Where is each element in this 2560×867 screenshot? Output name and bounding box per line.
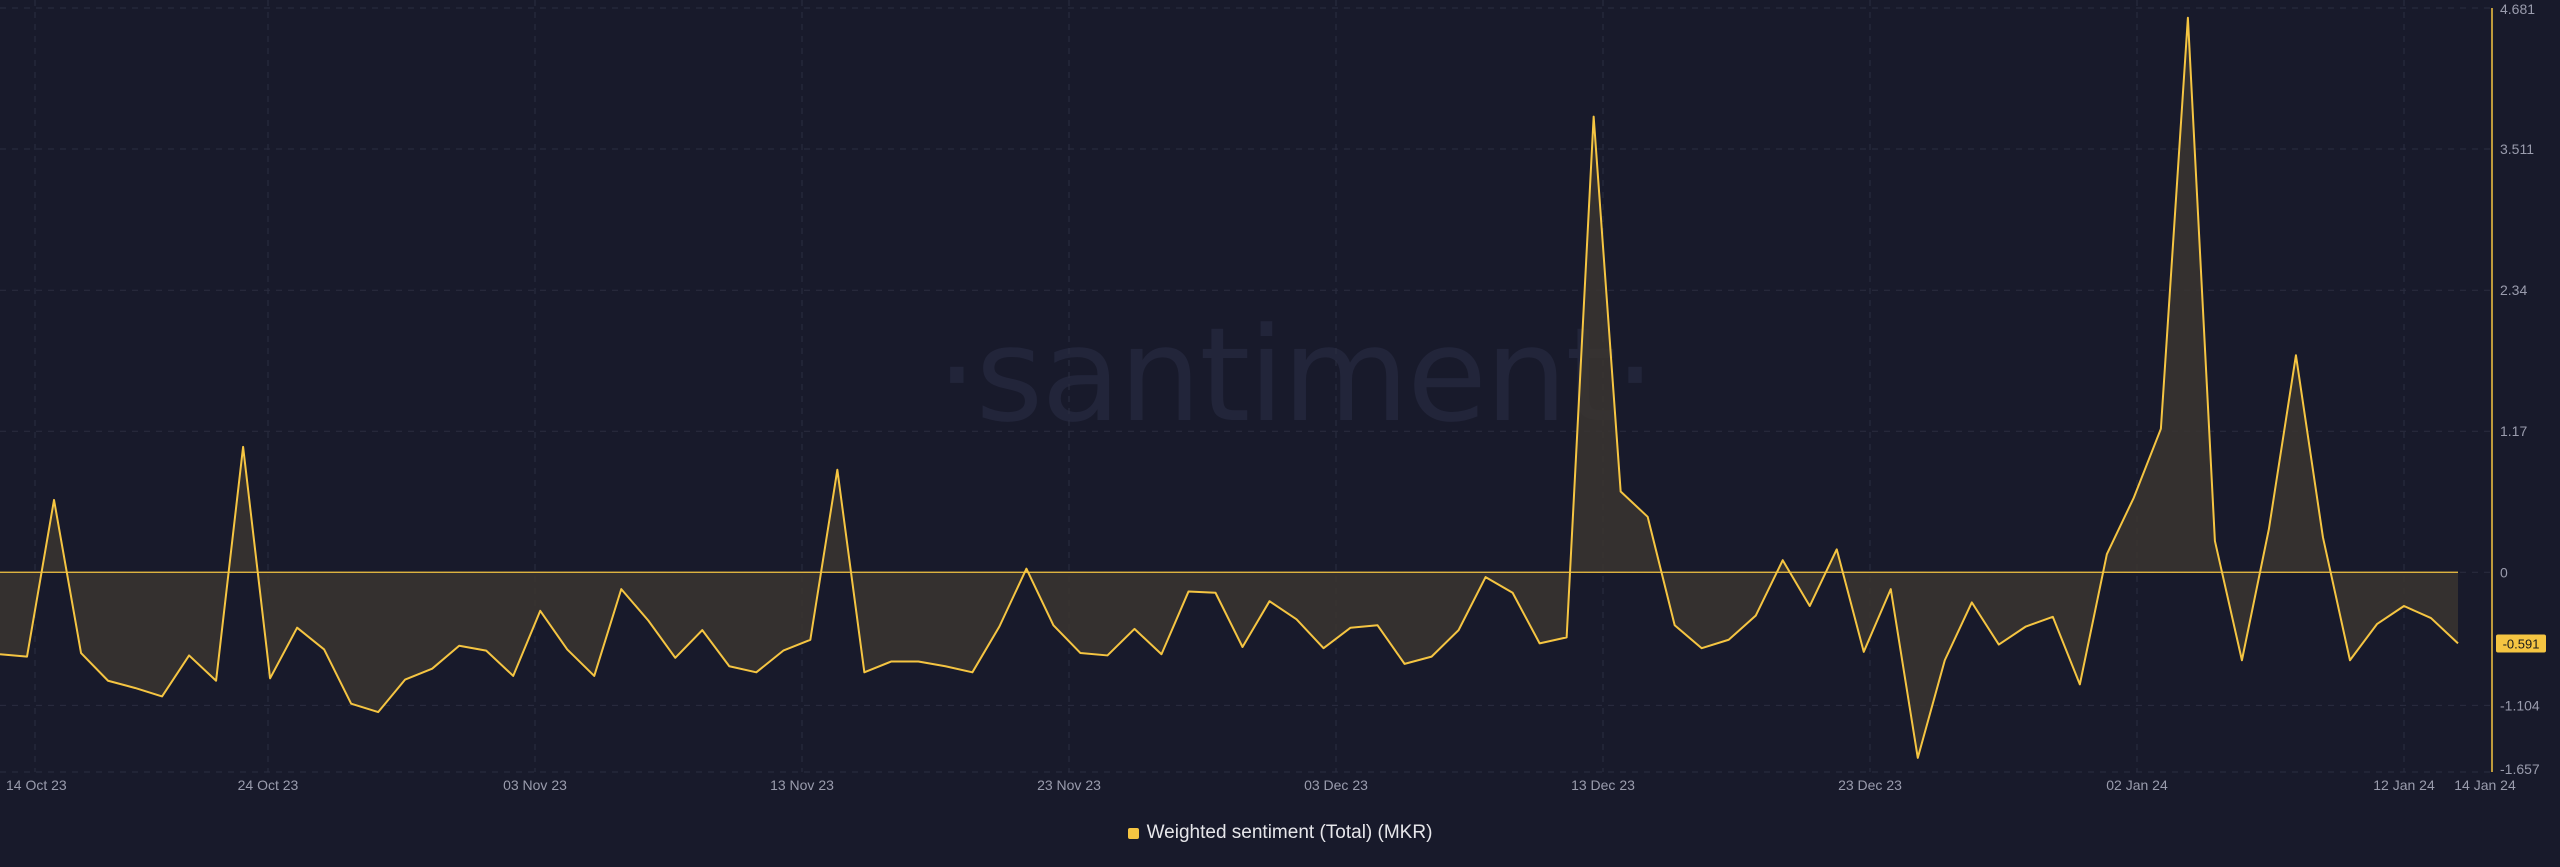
y-tick-label-6: -1.657 [2500, 761, 2540, 777]
y-axis: 4.681 3.511 2.34 1.17 0 -1.104 -1.657 [2491, 1, 2540, 777]
y-tick-label-5: -1.104 [2500, 697, 2540, 713]
y-tick-label-0: 4.681 [2500, 1, 2535, 17]
current-value-badge [2496, 634, 2546, 653]
line-layer [0, 16, 2459, 759]
x-tick-label-3: 13 Nov 23 [770, 777, 834, 793]
legend[interactable]: Weighted sentiment (Total) (MKR) [0, 822, 2560, 844]
y-tick-label-1: 3.511 [2500, 141, 2534, 157]
x-tick-label-9: 12 Jan 24 [2373, 777, 2435, 793]
x-tick-label-4: 23 Nov 23 [1037, 777, 1101, 793]
current-value-marker: -0.591 [2496, 634, 2546, 653]
x-tick-label-5: 03 Dec 23 [1304, 777, 1368, 793]
sentiment-line [0, 16, 2459, 759]
x-tick-label-6: 13 Dec 23 [1571, 777, 1635, 793]
current-value-text: -0.591 [2503, 637, 2540, 652]
y-tick-label-4: 0 [2500, 564, 2508, 580]
y-tick-label-2: 2.34 [2500, 282, 2527, 298]
x-tick-label-2: 03 Nov 23 [503, 777, 567, 793]
x-tick-label-8: 02 Jan 24 [2106, 777, 2168, 793]
y-tick-label-3: 1.17 [2500, 423, 2527, 439]
legend-label: Weighted sentiment (Total) (MKR) [1146, 822, 1433, 843]
x-tick-label-7: 23 Dec 23 [1838, 777, 1902, 793]
x-tick-label-10: 14 Jan 24 [2454, 777, 2516, 793]
x-tick-label-1: 24 Oct 23 [238, 777, 299, 793]
x-tick-label-0: 14 Oct 23 [6, 777, 67, 793]
x-axis: 14 Oct 23 24 Oct 23 03 Nov 23 13 Nov 23 23 N… [6, 777, 2516, 793]
santiment-watermark: ·santiment· [936, 299, 1654, 451]
legend-swatch [1127, 827, 1139, 839]
